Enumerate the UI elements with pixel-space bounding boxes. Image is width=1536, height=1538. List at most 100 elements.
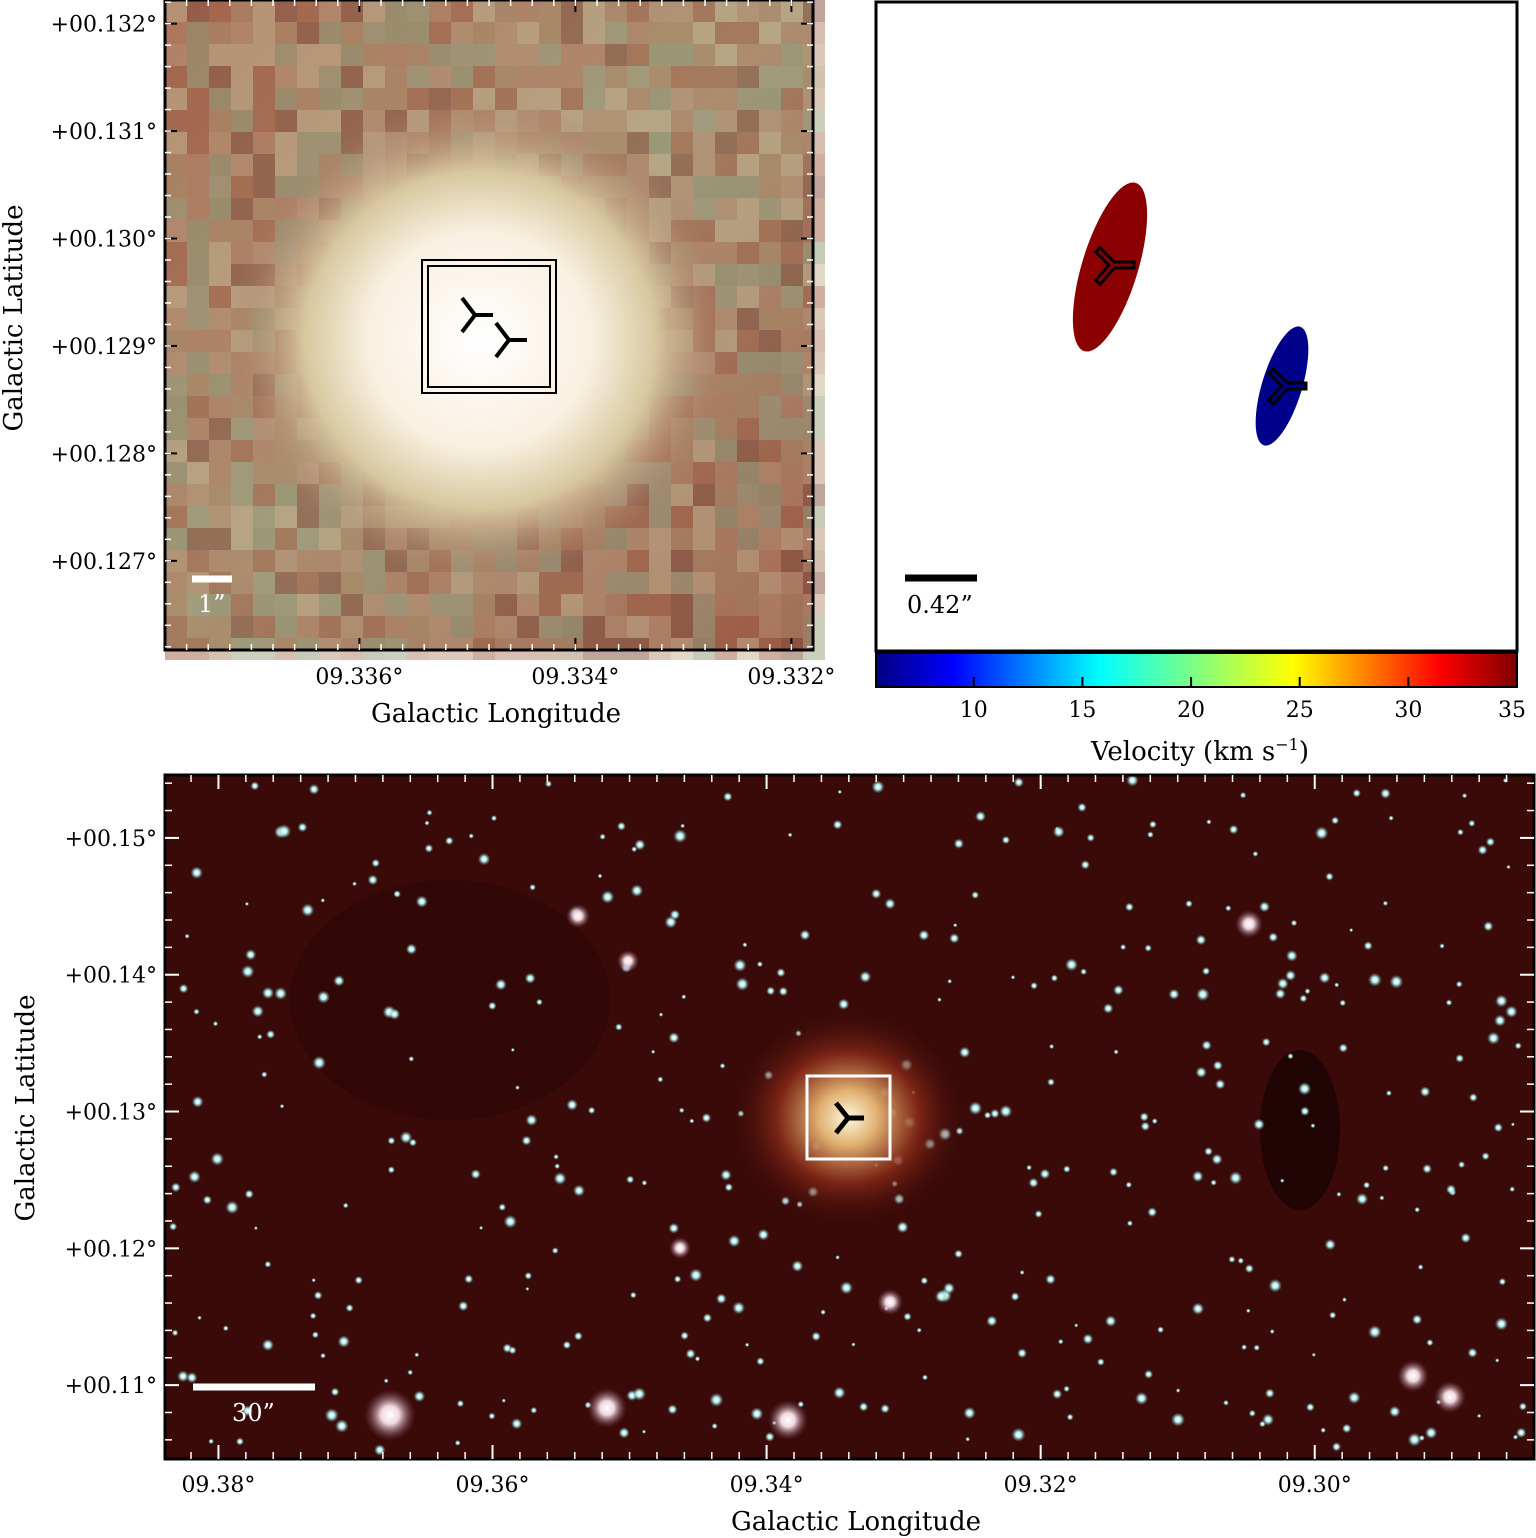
panel-a-pixel [341,0,363,22]
panel-c-star [405,943,417,955]
panel-c-star [311,1278,316,1283]
panel-a-pixel [407,44,429,66]
panel-a-pixel [187,220,209,242]
panel-c-star [1388,815,1394,821]
panel-a-pixel [187,616,209,638]
panel-c-star [1057,1338,1064,1345]
panel-c-star [1211,1153,1223,1165]
panel-a-pixel [319,616,341,638]
panel-c-star [1341,1423,1352,1434]
panel-a-pixel [693,132,715,154]
panel-c-star [424,820,430,826]
panel-a-pixel [297,132,319,154]
panel-c-star [250,781,260,791]
panel-a-pixel [363,0,385,22]
panel-a-pixel [605,550,627,572]
panel-a-pixel [715,22,737,44]
panel-c-star [1329,1311,1337,1319]
panel-a-ytick-labels: +00.132° +00.131° +00.130° +00.129° +00.128°… [51,13,157,575]
panel-a-pixel [781,154,803,176]
panel-c-star [169,1222,178,1231]
panel-a-pixel [781,132,803,154]
panel-c-star [210,1152,224,1166]
panel-a-pixel [165,22,187,44]
panel-c-star [1483,921,1494,932]
panel-c-star [464,1274,474,1284]
panel-c-star [1228,1255,1236,1263]
panel-c-star [1011,1427,1026,1442]
panel-a-pixel [275,110,297,132]
panel-a-pixel [781,396,803,418]
panel-c-star [1276,977,1289,990]
panel-a-pixel [583,0,605,22]
panel-c-star [1086,833,1095,842]
panel-a-pixel [737,506,759,528]
panel-a-core-glow [230,100,730,580]
panel-c-star [667,1404,678,1415]
panel-a-pixel [781,440,803,462]
panel-c-star [918,929,930,941]
panel-a-ytick-label: +00.132° [51,13,157,38]
colorbar-tick-label: 25 [1286,698,1314,723]
panel-a-pixel [737,198,759,220]
panel-a-pixel [473,616,495,638]
panel-a-pixel [539,88,561,110]
panel-a-pixel [165,396,187,418]
panel-a-pixel [627,0,649,22]
panel-a-pixel [605,572,627,594]
panel-a-pixel [275,506,297,528]
panel-a-pixel [759,484,781,506]
panel-c-star [1481,1152,1490,1161]
panel-a-pixel [297,22,319,44]
panel-a-pixel [759,66,781,88]
panel-c-star [374,1444,386,1456]
panel-a-pixel [737,286,759,308]
panel-a-pixel [297,594,319,616]
panel-c-star [1139,1112,1149,1122]
panel-c-star [1419,1086,1431,1097]
panel-c-star [488,1412,496,1420]
panel-c-star [1331,816,1340,825]
panel-a-pixel [231,506,253,528]
panel-c-star [261,1071,268,1078]
panel-a-pixel [165,110,187,132]
panel-c-star [1080,968,1087,976]
panel-a-pixel [605,616,627,638]
panel-a-pixel [781,352,803,374]
panel-c-star [524,972,536,984]
panel-c-star [1445,1184,1457,1195]
panel-c-star [776,968,786,978]
panel-a-pixel [341,110,363,132]
panel-c-star [715,1293,727,1305]
panel-c-xtick-label: 09.34° [730,1473,804,1498]
panel-a-pixel [385,572,407,594]
panel-a-pixel [187,550,209,572]
panel-a-pixel [209,88,231,110]
panel-c-star [1104,1315,1117,1327]
panel-c-star [1074,1323,1079,1328]
panel-a-pixel [341,44,363,66]
panel-c-star [317,990,330,1004]
panel-a-pixel [561,44,583,66]
panel-c-star [1034,1210,1043,1218]
panel-a-pixel [187,0,209,22]
panel-a-pixel [737,330,759,352]
panel-c-star [1144,944,1152,952]
panel-a-pixel [781,22,803,44]
panel-a-pixel [187,352,209,374]
panel-c-star [515,1085,520,1090]
panel-a-pixel [473,0,495,22]
panel-c-star [727,1234,741,1248]
panel-a-pixel [671,616,693,638]
panel-a-pixel [759,286,781,308]
panel-a-pixel [781,242,803,264]
panel-a-pixel [605,110,627,132]
panel-c-star [193,1008,200,1015]
panel-a-pixel [253,506,275,528]
panel-a-pixel [781,286,803,308]
panel-c-bright-star [617,950,639,972]
panel-c-star [244,901,249,907]
panel-a-pixel [275,572,297,594]
panel-c-xlabel: Galactic Longitude [731,1507,981,1537]
panel-a-pixel [781,572,803,594]
